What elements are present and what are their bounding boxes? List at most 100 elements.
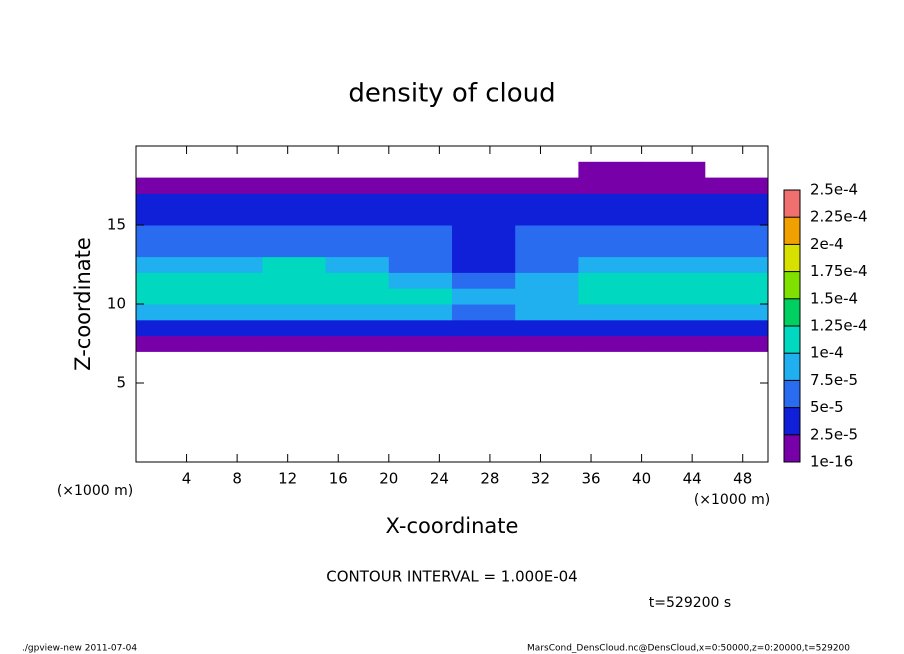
cell [515, 319, 579, 337]
x-tick-label: 8 [232, 470, 242, 488]
footer-right: MarsCond_DensCloud.nc@DensCloud,x=0:5000… [527, 644, 850, 654]
colorbar-bin [784, 326, 800, 354]
cell [578, 319, 643, 337]
cell [325, 193, 390, 210]
cell [388, 319, 453, 337]
cell [515, 240, 579, 258]
cell [325, 209, 390, 226]
colorbar-bin [784, 434, 800, 462]
cell [199, 209, 263, 226]
y-tick-label: 10 [107, 295, 126, 313]
cell [704, 209, 769, 226]
colorbar-bin [784, 217, 800, 245]
y-axis-label: Z-coordinate [71, 237, 95, 371]
cell [199, 240, 263, 258]
cell [704, 177, 769, 194]
cell [388, 193, 453, 210]
cell [262, 335, 327, 352]
cell [136, 288, 200, 305]
colorbar-label: 2.5e-5 [810, 425, 858, 443]
cell [641, 335, 706, 352]
x-tick-label: 16 [329, 470, 348, 488]
cell [199, 256, 263, 273]
cell [136, 335, 200, 352]
x-axis-label: X-coordinate [386, 514, 519, 538]
y-unit: (×1000 m) [57, 483, 133, 499]
cell [704, 240, 769, 258]
cell [262, 209, 327, 226]
y-tick-label: 15 [107, 216, 126, 234]
cell [262, 177, 327, 194]
colorbar-bin [784, 190, 800, 218]
time-note: t=529200 s [649, 595, 731, 611]
cell [452, 240, 516, 258]
cell [704, 304, 769, 321]
cell [199, 177, 263, 194]
colorbar-label: 1e-16 [810, 453, 853, 471]
cell [262, 256, 327, 273]
cell [199, 288, 263, 305]
cell [641, 161, 706, 179]
cell [388, 209, 453, 226]
cell [325, 304, 390, 321]
cell [136, 225, 200, 242]
x-tick-label: 4 [182, 470, 192, 488]
cell [515, 272, 579, 289]
cell [388, 177, 453, 194]
cell [641, 193, 706, 210]
cell [704, 335, 769, 352]
cell [325, 256, 390, 273]
colorbar: 1e-16 2.5e-5 5e-5 7.5e-5 1e-4 1.25e-4 1.5e-4 1.… [783, 181, 868, 471]
cell [641, 240, 706, 258]
x-tick-label: 12 [278, 470, 297, 488]
cell [704, 193, 769, 210]
cell [136, 256, 200, 273]
cell [704, 225, 769, 242]
cell [388, 272, 453, 289]
cell [199, 225, 263, 242]
x-tick-label: 44 [683, 470, 702, 488]
cell [515, 225, 579, 242]
cell [641, 177, 706, 194]
colorbar-label: 7.5e-5 [810, 371, 858, 389]
contour-note: CONTOUR INTERVAL = 1.000E-04 [326, 568, 577, 586]
colorbar-bin [784, 298, 800, 326]
field [136, 161, 769, 352]
cell [199, 193, 263, 210]
y-tick-label: 5 [116, 374, 126, 392]
cell [262, 288, 327, 305]
cell [641, 304, 706, 321]
cell [578, 193, 643, 210]
colorbar-label: 1.75e-4 [810, 262, 868, 280]
colorbar-label: 1e-4 [810, 344, 844, 362]
cell [325, 225, 390, 242]
x-tick-label: 24 [430, 470, 449, 488]
cell [641, 272, 706, 289]
cell [262, 319, 327, 337]
cell [578, 161, 643, 179]
cell [136, 319, 200, 337]
cell [641, 209, 706, 226]
cell [199, 272, 263, 289]
cell [704, 288, 769, 305]
cell [704, 272, 769, 289]
cell [641, 319, 706, 337]
cell [578, 272, 643, 289]
colorbar-bin [784, 407, 800, 435]
colorbar-bin [784, 353, 800, 381]
cell [136, 177, 200, 194]
x-tick-label: 20 [379, 470, 398, 488]
cell [578, 335, 643, 352]
x-tick-label: 36 [581, 470, 600, 488]
chart-title: density of cloud [348, 79, 555, 109]
cell [325, 177, 390, 194]
cell [578, 256, 643, 273]
cell [704, 319, 769, 337]
colorbar-label: 1.25e-4 [810, 317, 868, 335]
cell [452, 304, 516, 321]
cell [325, 272, 390, 289]
cell [199, 304, 263, 321]
colorbar-bin [784, 244, 800, 272]
